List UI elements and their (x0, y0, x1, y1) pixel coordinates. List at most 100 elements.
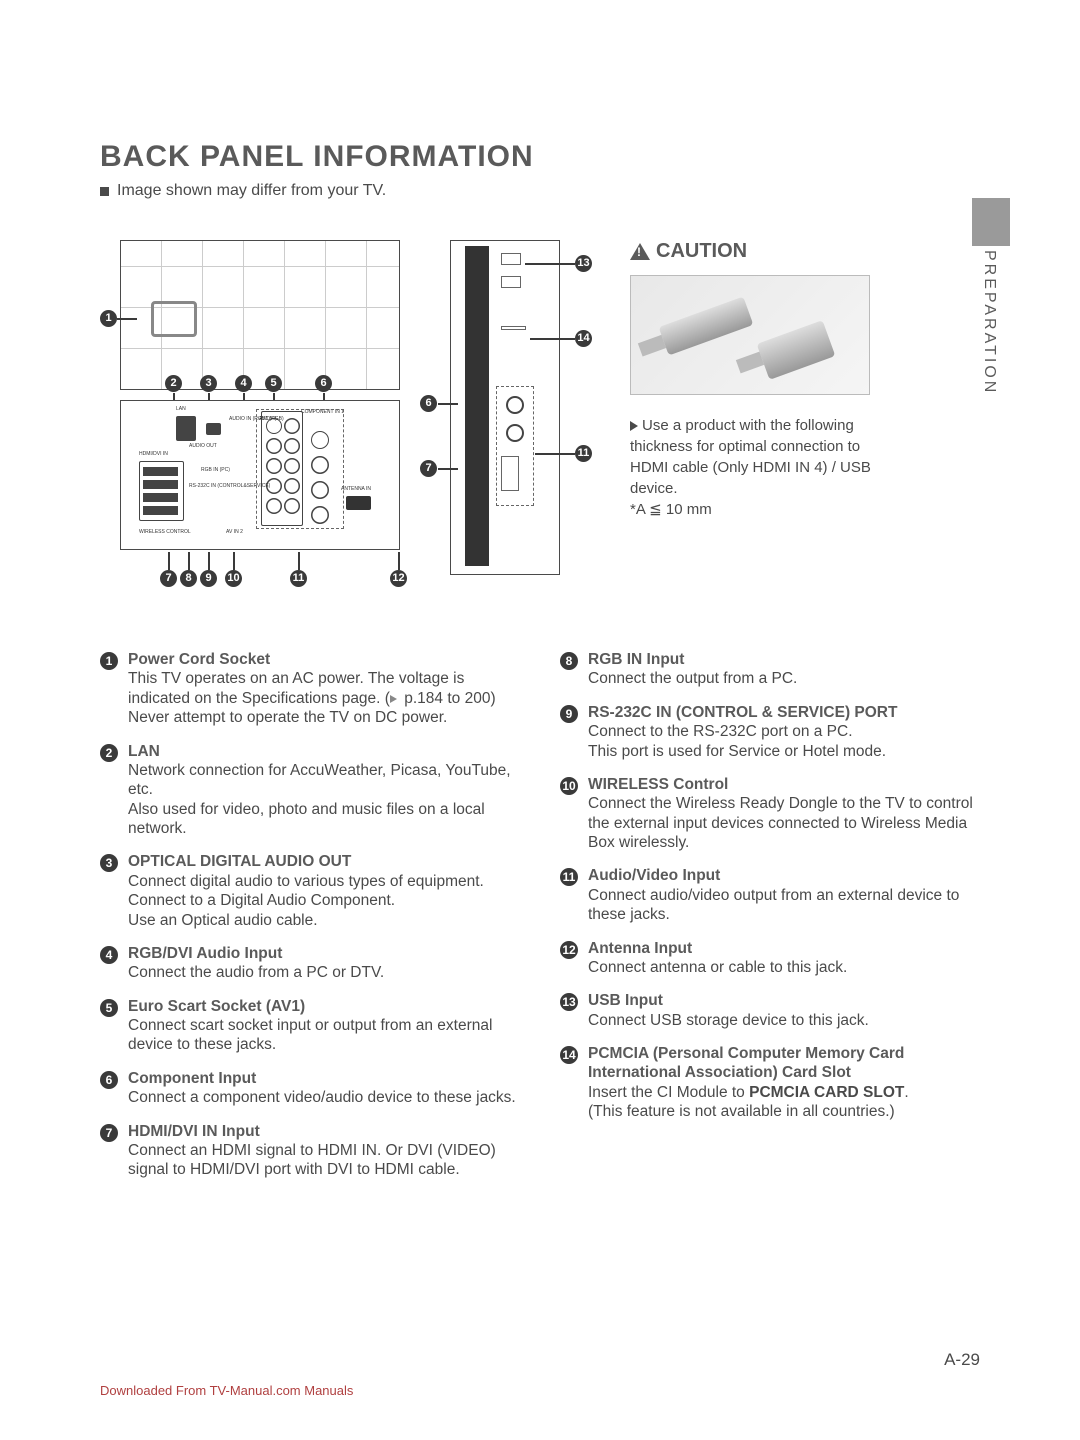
callout-12: 12 (390, 570, 407, 587)
definition-item: 1 Power Cord Socket This TV operates on an… (100, 650, 520, 728)
item-title: RGB/DVI Audio Input (128, 945, 282, 962)
item-desc: Insert the CI Module to PCMCIA CARD SLOT… (588, 1084, 909, 1120)
definition-item: 12 Antenna Input Connect antenna or cable … (560, 939, 980, 978)
diagram-area: 1 2 3 4 5 6 LAN HDMI/DVI IN RGB IN (PC) … (100, 240, 980, 590)
warning-icon (630, 243, 650, 260)
item-number-badge: 8 (560, 652, 578, 670)
definition-item: 11 Audio/Video Input Connect audio/video o… (560, 866, 980, 924)
callout-4: 4 (235, 375, 252, 392)
callout-5: 5 (265, 375, 282, 392)
item-number-badge: 13 (560, 993, 578, 1011)
callout-14: 14 (575, 330, 592, 347)
callout-11b: 11 (575, 445, 592, 462)
callout-1: 1 (100, 310, 117, 327)
footer-source: Downloaded From TV-Manual.com Manuals (100, 1383, 353, 1398)
item-body: PCMCIA (Personal Computer Memory Card In… (588, 1044, 980, 1122)
item-title: USB Input (588, 992, 663, 1009)
item-desc: Connect the audio from a PC or DTV. (128, 964, 384, 981)
definition-item: 7HDMI/DVI IN InputConnect an HDMI signal… (100, 1122, 520, 1180)
caution-box: CAUTION Use a product with the following… (630, 240, 890, 520)
item-body: Euro Scart Socket (AV1) Connect scart soc… (128, 997, 520, 1055)
item-number-badge: 11 (560, 868, 578, 886)
item-body: Antenna Input Connect antenna or cable to… (588, 939, 980, 978)
item-desc: Network connection for AccuWeather, Pica… (128, 762, 511, 837)
caution-text: Use a product with the following thickne… (630, 415, 890, 520)
definition-item: 5 Euro Scart Socket (AV1) Connect scart so… (100, 997, 520, 1055)
item-number-badge: 3 (100, 854, 118, 872)
item-title: OPTICAL DIGITAL AUDIO OUT (128, 853, 351, 870)
item-body: RS-232C IN (CONTROL & SERVICE) PORTConne… (588, 703, 980, 761)
item-desc: Connect a component video/audio device t… (128, 1089, 516, 1106)
item-body: Power Cord Socket This TV operates on an … (128, 650, 520, 728)
callout-11: 11 (290, 570, 307, 587)
definition-item: 14 PCMCIA (Personal Computer Memory Card … (560, 1044, 980, 1122)
item-desc: Connect USB storage device to this jack. (588, 1012, 869, 1029)
definition-item: 4 RGB/DVI Audio Input Connect the audio fr… (100, 944, 520, 983)
callout-2: 2 (165, 375, 182, 392)
definition-item: 8 RGB IN InputConnect the output from a P… (560, 650, 980, 689)
item-number-badge: 4 (100, 946, 118, 964)
subtitle-row: Image shown may differ from your TV. (100, 182, 980, 200)
item-title: Antenna Input (588, 940, 692, 957)
callout-6: 6 (315, 375, 332, 392)
back-panel-diagram: 1 2 3 4 5 6 LAN HDMI/DVI IN RGB IN (PC) … (100, 240, 420, 590)
callout-9: 9 (200, 570, 217, 587)
item-desc: Connect audio/video output from an exter… (588, 887, 959, 923)
side-panel-diagram: 13 14 6 7 11 (450, 240, 600, 590)
item-number-badge: 14 (560, 1046, 578, 1064)
item-desc: Connect the Wireless Ready Dongle to the… (588, 795, 973, 851)
right-column: 8 RGB IN InputConnect the output from a P… (560, 650, 980, 1194)
caution-heading: CAUTION (656, 240, 747, 263)
item-number-badge: 9 (560, 705, 578, 723)
item-body: RGB/DVI Audio Input Connect the audio fro… (128, 944, 520, 983)
subtitle-text: Image shown may differ from your TV. (117, 182, 386, 200)
callout-3: 3 (200, 375, 217, 392)
item-body: USB Input Connect USB storage device to t… (588, 991, 980, 1030)
item-body: WIRELESS Control Connect the Wireless Rea… (588, 775, 980, 853)
callout-7: 7 (160, 570, 177, 587)
item-body: LAN Network connection for AccuWeather, P… (128, 742, 520, 839)
item-desc: Connect scart socket input or output fro… (128, 1017, 492, 1053)
item-number-badge: 5 (100, 999, 118, 1017)
item-body: Audio/Video Input Connect audio/video out… (588, 866, 980, 924)
definition-item: 6 Component Input Connect a component vide… (100, 1069, 520, 1108)
item-number-badge: 1 (100, 652, 118, 670)
callout-7b: 7 (420, 460, 437, 477)
item-number-badge: 7 (100, 1124, 118, 1142)
item-body: OPTICAL DIGITAL AUDIO OUT Connect digital… (128, 852, 520, 930)
callout-6b: 6 (420, 395, 437, 412)
item-number-badge: 6 (100, 1071, 118, 1089)
page-title: BACK PANEL INFORMATION (100, 140, 980, 174)
callout-10: 10 (225, 570, 242, 587)
side-tab-bar (972, 198, 1010, 246)
definition-item: 2 LAN Network connection for AccuWeather, … (100, 742, 520, 839)
item-desc: Connect the output from a PC. (588, 670, 797, 687)
item-title: Euro Scart Socket (AV1) (128, 998, 305, 1015)
definitions-columns: 1 Power Cord Socket This TV operates on an… (100, 650, 980, 1194)
item-desc: Connect antenna or cable to this jack. (588, 959, 847, 976)
item-body: RGB IN InputConnect the output from a PC… (588, 650, 980, 689)
item-title: WIRELESS Control (588, 776, 728, 793)
item-number-badge: 2 (100, 744, 118, 762)
item-desc: Connect digital audio to various types o… (128, 873, 484, 929)
callout-13: 13 (575, 255, 592, 272)
definition-item: 3 OPTICAL DIGITAL AUDIO OUT Connect digita… (100, 852, 520, 930)
item-number-badge: 12 (560, 941, 578, 959)
left-column: 1 Power Cord Socket This TV operates on an… (100, 650, 520, 1194)
item-desc: Connect an HDMI signal to HDMI IN. Or DV… (128, 1142, 496, 1178)
item-title: Component Input (128, 1070, 256, 1087)
item-body: Component Input Connect a component video… (128, 1069, 520, 1108)
triangle-icon (630, 421, 638, 431)
item-title: Audio/Video Input (588, 867, 720, 884)
item-number-badge: 10 (560, 777, 578, 795)
item-desc: Connect to the RS-232C port on a PC.This… (588, 723, 886, 759)
item-desc: This TV operates on an AC power. The vol… (128, 670, 496, 726)
connector-photo (630, 275, 870, 395)
item-title: Power Cord Socket (128, 651, 270, 668)
definition-item: 10 WIRELESS Control Connect the Wireless R… (560, 775, 980, 853)
definition-item: 13 USB Input Connect USB storage device to… (560, 991, 980, 1030)
item-title: LAN (128, 743, 160, 760)
item-title: PCMCIA (Personal Computer Memory Card In… (588, 1045, 904, 1081)
page-number: A-29 (944, 1350, 980, 1370)
section-side-label: PREPARATION (980, 250, 998, 395)
